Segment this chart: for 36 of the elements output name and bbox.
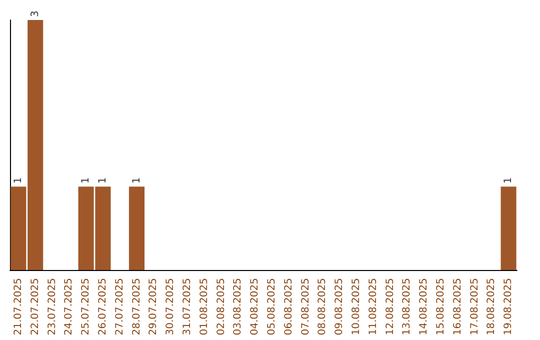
data-label: 1: [131, 177, 142, 184]
x-tick-label: 02.08.2025: [216, 278, 227, 336]
x-tick-label: 13.08.2025: [402, 278, 413, 336]
x-tick-label: 09.08.2025: [334, 278, 346, 336]
data-label: 1: [80, 177, 92, 184]
x-tick-label: 07.08.2025: [300, 278, 312, 336]
x-tick-label: 26.07.2025: [97, 278, 108, 336]
x-tick-label: 17.08.2025: [469, 278, 480, 336]
data-label: 3: [30, 10, 41, 17]
x-tick-label: 06.08.2025: [283, 278, 294, 336]
x-tick-label: 15.08.2025: [435, 278, 446, 336]
x-tick-label: 19.08.2025: [503, 278, 514, 336]
x-tick-label: 01.08.2025: [198, 278, 210, 336]
x-tick-label: 28.07.2025: [131, 278, 142, 336]
x-tick-label: 21.07.2025: [12, 278, 24, 336]
x-tick-label: 22.07.2025: [30, 278, 41, 336]
data-label: 1: [97, 177, 108, 184]
data-label: 1: [503, 177, 514, 184]
x-tick-label: 03.08.2025: [232, 278, 244, 336]
x-tick-label: 23.07.2025: [46, 278, 58, 336]
x-tick-label: 14.08.2025: [418, 278, 430, 336]
x-tick-label: 25.07.2025: [80, 278, 92, 336]
x-tick-label: 18.08.2025: [486, 278, 498, 336]
x-tick-label: 30.07.2025: [165, 278, 176, 336]
x-tick-label: 31.07.2025: [182, 278, 193, 336]
data-label: 1: [12, 177, 24, 184]
x-tick-label: 27.07.2025: [114, 278, 126, 336]
x-tick-label: 11.08.2025: [368, 278, 379, 336]
x-tick-label: 08.08.2025: [317, 278, 328, 336]
x-tick-label: 10.08.2025: [350, 278, 362, 336]
x-tick-label: 04.08.2025: [250, 278, 261, 336]
x-tick-label: 29.07.2025: [148, 278, 160, 336]
x-tick-label: 05.08.2025: [266, 278, 278, 336]
x-tick-label: 12.08.2025: [384, 278, 396, 336]
x-tick-label: 16.08.2025: [452, 278, 464, 336]
x-tick-label: 24.07.2025: [64, 278, 75, 336]
